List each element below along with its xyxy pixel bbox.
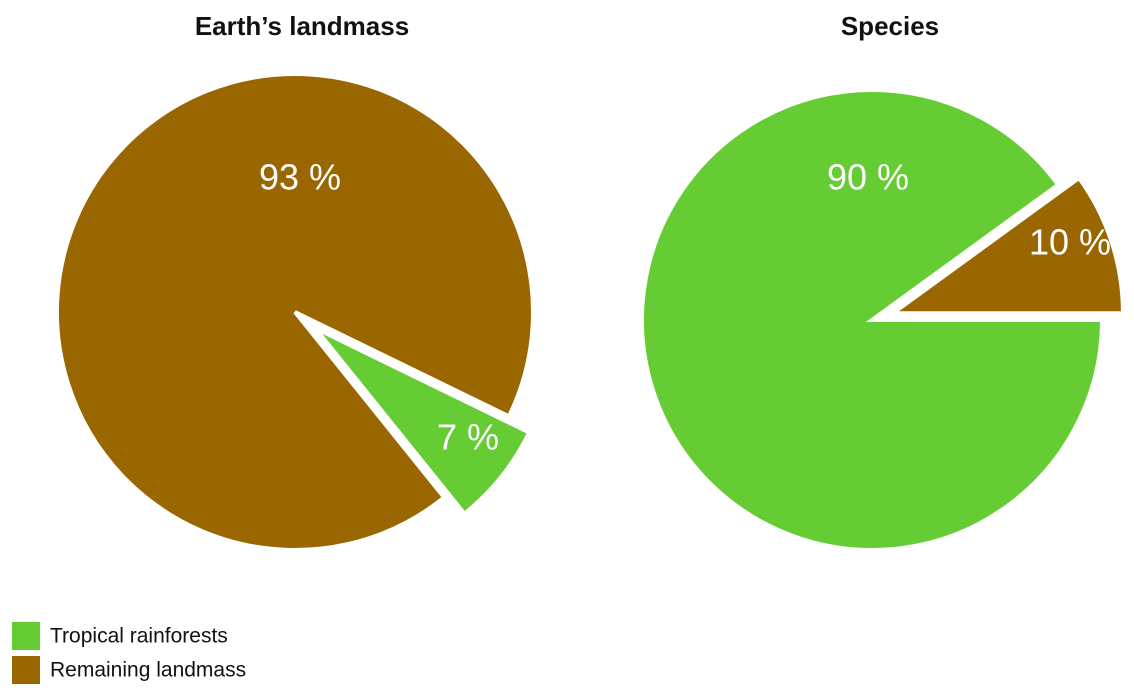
chart: Earth’s landmass Species 7 % 93 % 90 % 10 %… — [0, 0, 1134, 687]
data-label: 93 % — [259, 157, 341, 198]
legend-swatch — [12, 656, 40, 684]
data-label: 10 % — [1029, 222, 1111, 263]
chart-title: Species — [841, 11, 939, 41]
data-label: 90 % — [827, 157, 909, 198]
legend-label: Remaining landmass — [50, 659, 246, 682]
legend-label: Tropical rainforests — [50, 625, 228, 648]
chart-title: Earth’s landmass — [195, 11, 409, 41]
legend-swatch — [12, 622, 40, 650]
data-label: 7 % — [437, 417, 499, 458]
